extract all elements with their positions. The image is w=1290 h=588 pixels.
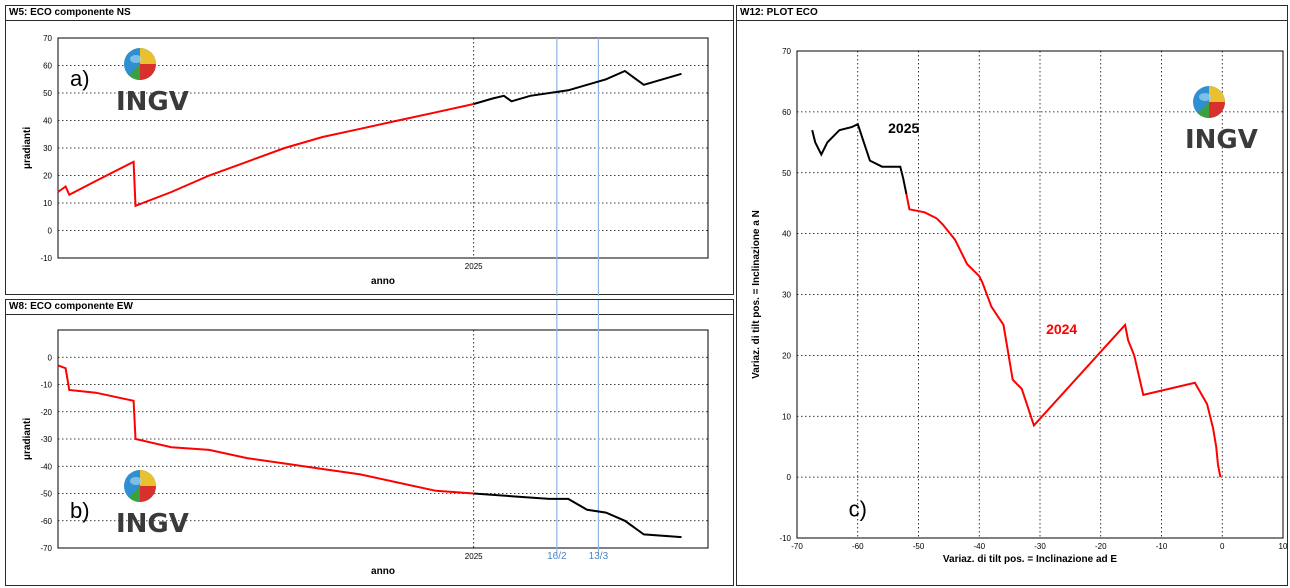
- y-tick-label: 60: [43, 62, 52, 71]
- globe-shine-icon: [130, 55, 142, 63]
- chart-eco: -10 0 10 20 30 40 50 60 70 -70 -60 -50 -40 -30 -20 -10 0…: [751, 47, 1288, 565]
- chart-ns: -10 0 10 20 30 40 50 60 70 2025 anno μradianti a) ING…: [22, 34, 709, 296]
- x-axis-label: anno: [371, 566, 395, 577]
- y-axis-label: μradianti: [22, 418, 33, 460]
- date-marker-label: 16/2: [547, 551, 567, 562]
- x-tick-label: 2025: [465, 262, 483, 271]
- y-tick-label: 30: [43, 144, 52, 153]
- globe-segment-icon: [140, 48, 156, 64]
- y-tick-label: -10: [40, 381, 52, 390]
- y-tick-label: 70: [782, 47, 791, 56]
- x-tick-label: 0: [1220, 542, 1225, 551]
- y-axis-label: Variaz. di tilt pos. = Inclinazione a N: [751, 210, 762, 379]
- x-tick-label: -50: [913, 542, 925, 551]
- logo-text: INGV: [116, 87, 189, 117]
- y-tick-label: -20: [40, 408, 52, 417]
- y-tick-label: 40: [782, 230, 791, 239]
- y-tick-label: -60: [40, 517, 52, 526]
- x-tick-label: -20: [1095, 542, 1107, 551]
- x-tick-label: -40: [973, 542, 985, 551]
- x-tick-label: 2025: [465, 552, 483, 561]
- window-title: W8: ECO componente EW: [6, 300, 733, 315]
- x-axis-label: Variaz. di tilt pos. = Inclinazione ad E: [943, 554, 1118, 565]
- y-tick-label: -10: [779, 534, 791, 543]
- globe-segment-icon: [128, 486, 140, 502]
- y-tick-label: 70: [43, 34, 52, 43]
- y-tick-label: 0: [48, 227, 53, 236]
- y-tick-label: -70: [40, 544, 52, 553]
- x-tick-label: -30: [1034, 542, 1046, 551]
- ingv-logo: INGV: [116, 470, 189, 539]
- ingv-logo: INGV: [116, 48, 189, 117]
- series-line-2024: [57, 364, 474, 495]
- globe-segment-icon: [128, 64, 140, 80]
- date-marker-label: 13/3: [589, 551, 609, 562]
- panel-label: a): [70, 66, 90, 91]
- globe-shine-icon: [130, 477, 142, 485]
- globe-segment-icon: [1197, 102, 1209, 118]
- x-tick-label: -60: [852, 542, 864, 551]
- y-tick-label: 60: [782, 108, 791, 117]
- year-label-2024: 2024: [1046, 321, 1077, 337]
- globe-segment-icon: [1209, 86, 1225, 102]
- y-tick-label: 0: [48, 353, 53, 362]
- globe-shine-icon: [1199, 93, 1211, 101]
- y-tick-label: -50: [40, 490, 52, 499]
- series-line-2024: [57, 103, 474, 208]
- series-line-2025: [473, 492, 682, 539]
- y-tick-label: 20: [43, 172, 52, 181]
- x-axis-label: anno: [371, 276, 395, 287]
- x-tick-label: 10: [1279, 542, 1288, 551]
- ingv-logo: INGV: [1185, 86, 1258, 155]
- window-w8: W8: ECO componente EW -70 -60 -50 -40 -30 -20…: [5, 299, 734, 586]
- y-tick-label: 20: [782, 351, 791, 360]
- x-tick-label: -10: [1156, 542, 1168, 551]
- y-tick-label: 30: [782, 291, 791, 300]
- y-tick-label: 50: [782, 169, 791, 178]
- globe-segment-icon: [140, 64, 156, 80]
- globe-segment-icon: [140, 486, 156, 502]
- series-line-2025: [811, 122, 908, 195]
- window-title: W12: PLOT ECO: [737, 6, 1287, 21]
- globe-segment-icon: [1209, 102, 1225, 118]
- window-w5: W5: ECO componente NS -10 0 10 20 30 40 50 60 70…: [5, 5, 734, 296]
- logo-text: INGV: [1185, 125, 1258, 155]
- series-line-2025: [473, 69, 682, 105]
- x-tick-label: -70: [791, 542, 803, 551]
- panel-label: b): [70, 498, 90, 523]
- window-title: W5: ECO componente NS: [6, 6, 733, 21]
- y-tick-label: 0: [787, 473, 792, 482]
- logo-text: INGV: [116, 509, 189, 539]
- chart-ew: -70 -60 -50 -40 -30 -20 -10 0 2025 16/2 13/3 anno μr…: [22, 300, 709, 577]
- y-tick-label: 10: [782, 412, 791, 421]
- y-tick-label: 50: [43, 89, 52, 98]
- y-axis-label: μradianti: [22, 127, 33, 169]
- panel-label: c): [849, 497, 867, 522]
- window-w12: W12: PLOT ECO -10 0 10 20 30 40 50 60 70 -70 -60 -5…: [736, 5, 1288, 586]
- y-tick-label: -10: [40, 254, 52, 263]
- series-line-2024: [905, 193, 1222, 478]
- y-tick-label: 10: [43, 199, 52, 208]
- globe-segment-icon: [140, 470, 156, 486]
- y-tick-label: -30: [40, 435, 52, 444]
- y-tick-label: -40: [40, 462, 52, 471]
- year-label-2025: 2025: [888, 120, 919, 136]
- y-tick-label: 40: [43, 117, 52, 126]
